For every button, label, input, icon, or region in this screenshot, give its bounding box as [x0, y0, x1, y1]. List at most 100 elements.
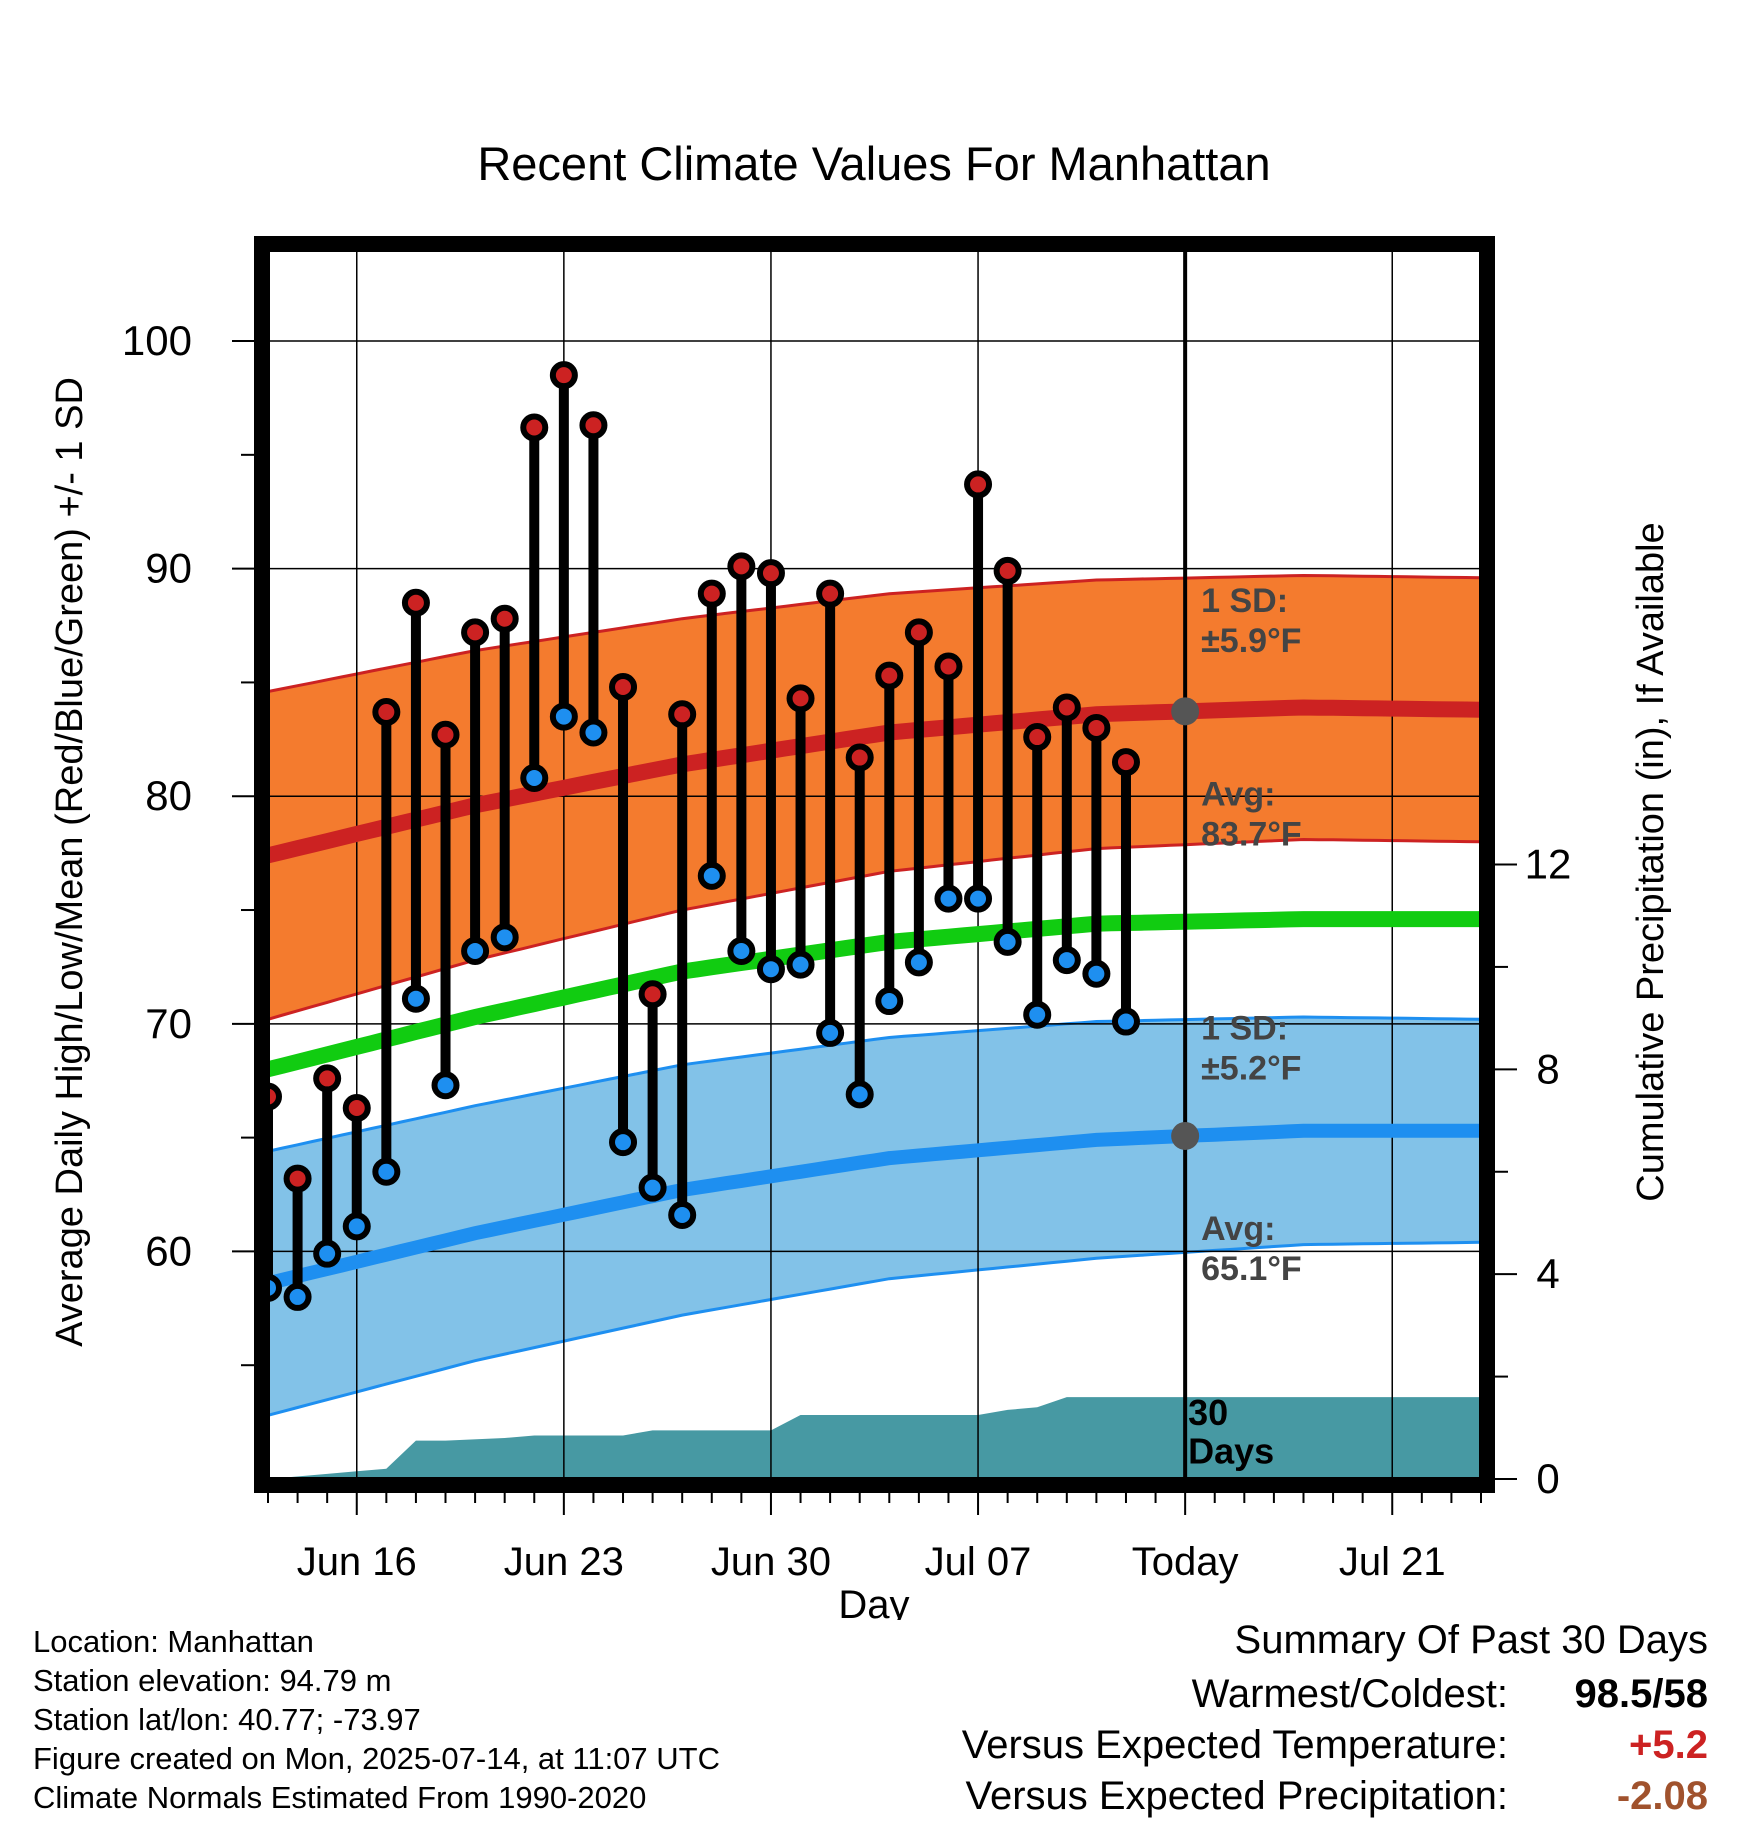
daily-high-point: [964, 470, 993, 499]
today-high-avg-marker: [1171, 697, 1200, 726]
daily-low-point: [786, 950, 815, 979]
x-axis-label: Day: [838, 1583, 909, 1620]
y-tick-label: 70: [145, 1000, 192, 1047]
low-avg-line: [268, 1123, 1481, 1291]
daily-low-point: [520, 764, 549, 793]
daily-high-point: [993, 556, 1022, 585]
x-tick-label: Jul 21: [1339, 1540, 1446, 1584]
warmest-value: 98.5/58: [1574, 1672, 1708, 1716]
daily-low-point: [845, 1080, 874, 1109]
high-avg-annotation-line1: Avg:: [1201, 775, 1275, 813]
high-sd-band: [268, 575, 1481, 1020]
daily-high-point: [520, 413, 549, 442]
daily-high-point: [283, 1164, 312, 1193]
daily-low-point: [461, 936, 490, 965]
precip-area: [268, 1397, 1481, 1479]
summary-title: Summary Of Past 30 Days: [1234, 1618, 1708, 1662]
high-sd-annotation-line2: ±5.9°F: [1201, 622, 1301, 660]
x-tick-label: Jun 16: [297, 1540, 417, 1584]
x-tick-label: Jul 07: [925, 1540, 1032, 1584]
x-tick-label: Today: [1132, 1540, 1239, 1584]
precip-diff-label: Versus Expected Precipitation:: [965, 1774, 1508, 1818]
x-tick-label: Jun 30: [711, 1540, 831, 1584]
low-sd-lower-line: [268, 1240, 1481, 1417]
x-tick-label: Jun 23: [504, 1540, 624, 1584]
daily-low-point: [431, 1071, 460, 1100]
daily-high-point: [727, 552, 756, 581]
daily-low-point: [816, 1018, 845, 1047]
daily-high-point: [875, 661, 904, 690]
daily-high-point: [1023, 723, 1052, 752]
y-tick-label: 80: [145, 772, 192, 819]
y2-tick-label: 8: [1536, 1045, 1559, 1092]
daily-low-point: [638, 1173, 667, 1202]
daily-high-point: [934, 652, 963, 681]
low-sd-annotation-line1: 1 SD:: [1201, 1010, 1288, 1048]
daily-low-point: [268, 1273, 282, 1302]
daily-high-point: [1082, 713, 1111, 742]
daily-high-point: [268, 1082, 282, 1111]
daily-high-point: [431, 720, 460, 749]
daily-low-point: [1052, 946, 1081, 975]
daily-low-point: [1082, 959, 1111, 988]
daily-low-point: [401, 984, 430, 1013]
low-avg-annotation-line2: 65.1°F: [1201, 1250, 1302, 1288]
low-sd-band: [268, 1017, 1481, 1416]
daily-high-point: [313, 1064, 342, 1093]
daily-low-point: [964, 884, 993, 913]
daily-high-point: [638, 980, 667, 1009]
elevation-text: Station elevation: 94.79 m: [33, 1663, 392, 1698]
daily-high-point: [490, 604, 519, 633]
daily-low-point: [668, 1200, 697, 1229]
daily-high-point: [756, 559, 785, 588]
daily-high-point: [1052, 693, 1081, 722]
window-annotation-line2: Days: [1188, 1431, 1274, 1472]
y-tick-label: 100: [122, 317, 192, 364]
daily-high-point: [549, 361, 578, 390]
daily-low-point: [342, 1212, 371, 1241]
latlon-text: Station lat/lon: 40.77; -73.97: [33, 1702, 421, 1737]
daily-low-point: [549, 702, 578, 731]
daily-high-point: [845, 743, 874, 772]
temp-diff-label: Versus Expected Temperature:: [961, 1723, 1508, 1767]
y2-tick-label: 0: [1536, 1455, 1559, 1502]
daily-low-point: [1111, 1007, 1140, 1036]
today-low-avg-marker: [1171, 1121, 1200, 1150]
mean-avg-line: [268, 911, 1481, 1078]
climate-chart: Recent Climate Values For Manhattan 1 SD…: [49, 137, 1672, 1620]
daily-low-point: [697, 861, 726, 890]
y2-tick-label: 4: [1536, 1250, 1559, 1297]
plot-frame: [254, 236, 1495, 1493]
low-sd-upper-line: [268, 1015, 1481, 1153]
daily-high-point: [697, 579, 726, 608]
high-sd-annotation-line1: 1 SD:: [1201, 582, 1288, 620]
location-text: Location: Manhattan: [33, 1624, 314, 1659]
normals-text: Climate Normals Estimated From 1990-2020: [33, 1780, 647, 1815]
created-text: Figure created on Mon, 2025-07-14, at 11…: [33, 1741, 720, 1776]
station-info: Location: Manhattan Station elevation: 9…: [33, 1622, 720, 1817]
y-axis-label: Average Daily High/Low/Mean (Red/Blue/Gr…: [49, 377, 91, 1347]
plot-content: [268, 250, 1481, 1479]
daily-low-point: [490, 923, 519, 952]
y-tick-label: 60: [145, 1227, 192, 1274]
daily-high-point: [372, 698, 401, 727]
daily-high-point: [1111, 748, 1140, 777]
daily-high-point: [401, 588, 430, 617]
daily-low-point: [993, 927, 1022, 956]
daily-high-point: [786, 684, 815, 713]
daily-low-point: [934, 884, 963, 913]
daily-low-point: [875, 987, 904, 1016]
daily-high-point: [579, 411, 608, 440]
daily-low-point: [756, 955, 785, 984]
daily-low-point: [283, 1282, 312, 1311]
daily-low-point: [727, 936, 756, 965]
daily-low-point: [609, 1128, 638, 1157]
daily-high-point: [342, 1094, 371, 1123]
daily-high-point: [609, 672, 638, 701]
daily-low-point: [313, 1239, 342, 1268]
daily-high-point: [904, 618, 933, 647]
summary-panel: Summary Of Past 30 Days Warmest/Coldest:…: [962, 1618, 1708, 1825]
warmest-label: Warmest/Coldest:: [1191, 1672, 1508, 1716]
chart-title: Recent Climate Values For Manhattan: [477, 137, 1270, 190]
high-avg-annotation-line2: 83.7°F: [1201, 815, 1302, 853]
